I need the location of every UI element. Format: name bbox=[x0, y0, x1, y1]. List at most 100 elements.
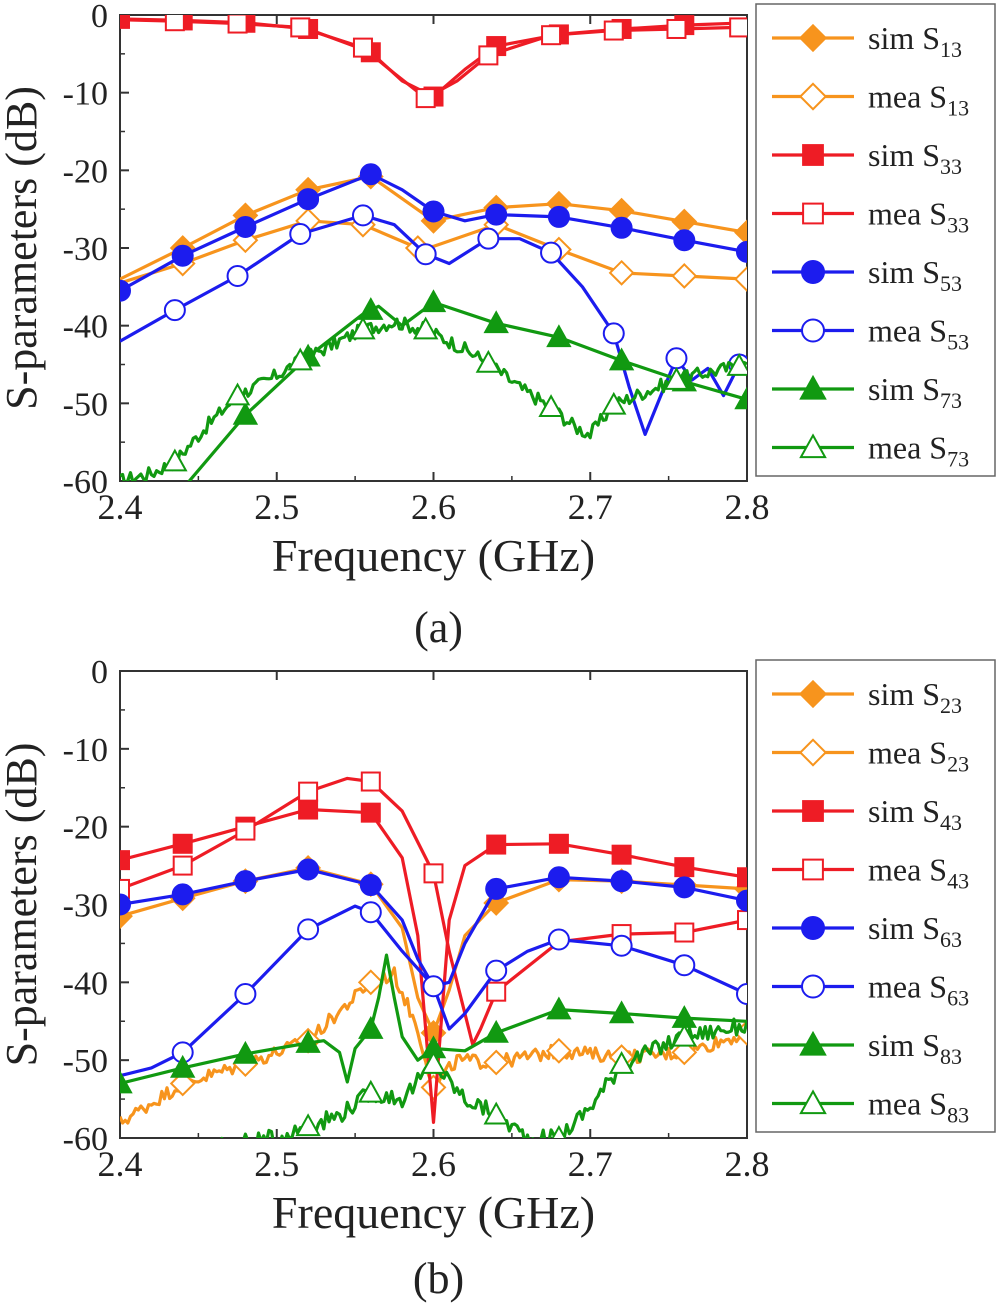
legend-marker bbox=[801, 974, 825, 999]
data-point-marker bbox=[120, 279, 131, 302]
legend-item: sim S43 bbox=[772, 793, 962, 835]
data-point-marker bbox=[486, 981, 507, 1002]
data-point-marker bbox=[483, 310, 509, 334]
data-point-marker bbox=[663, 366, 690, 390]
legend-label: sim S33 bbox=[868, 137, 962, 179]
data-point-marker bbox=[358, 1015, 384, 1039]
data-point-marker bbox=[171, 244, 194, 267]
x-tick-label: 2.6 bbox=[411, 487, 456, 527]
data-point-marker bbox=[169, 1070, 196, 1097]
data-point-marker bbox=[358, 1079, 384, 1103]
chart-panel-a: 2.4 2.5 2.6 2.7 2.8 0 -10 -20 -30 -40 -50 -60 Freque… bbox=[0, 0, 1000, 652]
data-point-marker bbox=[666, 18, 687, 39]
y-tick-label: -20 bbox=[63, 153, 108, 190]
data-point-marker bbox=[359, 874, 382, 897]
data-point-marker bbox=[232, 401, 259, 425]
data-point-marker bbox=[226, 264, 249, 287]
y-tick-label: -40 bbox=[63, 965, 108, 1002]
data-point-marker bbox=[538, 394, 564, 418]
legend-item: sim S63 bbox=[772, 910, 962, 952]
chart-a-svg: 2.4 2.5 2.6 2.7 2.8 0 -10 -20 -30 -40 -50 -60 Freque… bbox=[0, 0, 996, 652]
legend-item: mea S33 bbox=[772, 196, 969, 238]
data-point-marker bbox=[235, 820, 256, 841]
x-tick-label: 2.5 bbox=[254, 1144, 299, 1184]
panel-label: (b) bbox=[413, 1254, 464, 1303]
data-point-marker bbox=[295, 1029, 321, 1053]
series-mea-S-83 bbox=[220, 1017, 747, 1138]
x-tick-label: 2.4 bbox=[98, 487, 143, 527]
data-point-marker bbox=[172, 855, 193, 876]
x-axis-label: Frequency (GHz) bbox=[272, 530, 595, 581]
legend-marker bbox=[802, 858, 824, 881]
legend-item: mea S13 bbox=[772, 79, 969, 121]
data-point-marker bbox=[170, 1054, 196, 1078]
series-mea-S-43 bbox=[120, 771, 747, 1047]
data-point-marker bbox=[734, 219, 747, 246]
y-tick-label: -50 bbox=[63, 1043, 108, 1080]
y-tick-label: -30 bbox=[63, 888, 108, 925]
data-point-marker bbox=[485, 959, 508, 982]
data-point-marker bbox=[608, 259, 635, 286]
data-point-marker bbox=[734, 266, 747, 292]
data-point-marker bbox=[290, 17, 311, 38]
data-point-marker bbox=[673, 954, 696, 977]
data-point-marker bbox=[234, 870, 257, 893]
data-point-marker bbox=[120, 893, 131, 916]
legend-label: mea S63 bbox=[868, 969, 969, 1011]
y-tick-label: -30 bbox=[63, 231, 108, 268]
data-point-marker bbox=[297, 858, 320, 881]
data-point-marker bbox=[601, 391, 627, 415]
legend-label: sim S63 bbox=[868, 910, 962, 952]
x-tick-label: 2.7 bbox=[568, 1144, 613, 1184]
data-point-marker bbox=[360, 802, 381, 823]
data-point-marker bbox=[289, 223, 312, 246]
data-point-marker bbox=[297, 188, 320, 211]
data-point-marker bbox=[350, 316, 376, 340]
data-point-marker bbox=[486, 834, 507, 855]
legend-item: mea S73 bbox=[772, 430, 969, 472]
data-point-marker bbox=[358, 297, 384, 320]
data-point-marker bbox=[541, 25, 562, 46]
legend-item: sim S33 bbox=[772, 137, 962, 179]
data-point-marker bbox=[608, 347, 635, 371]
data-point-marker bbox=[729, 17, 747, 38]
data-point-marker bbox=[298, 781, 319, 802]
data-point-marker bbox=[297, 918, 320, 941]
legend-marker bbox=[802, 144, 824, 166]
series-mea-S-33 bbox=[120, 15, 747, 109]
data-point-marker bbox=[287, 347, 313, 371]
data-point-marker bbox=[359, 163, 382, 186]
data-point-marker bbox=[737, 910, 747, 931]
legend: sim S13 mea S13 sim S33 mea S33 sim S53 mea S… bbox=[755, 3, 996, 477]
x-tick-label: 2.7 bbox=[568, 487, 613, 527]
legend-marker bbox=[799, 374, 827, 400]
legend-label: mea S23 bbox=[868, 735, 969, 777]
data-point-marker bbox=[547, 866, 570, 889]
data-point-marker bbox=[736, 889, 747, 912]
legend-label: mea S13 bbox=[868, 79, 969, 121]
legend-marker bbox=[798, 679, 828, 709]
legend-label: sim S53 bbox=[868, 254, 962, 296]
y-tick-label: -40 bbox=[63, 309, 108, 346]
data-point-marker bbox=[420, 1074, 447, 1101]
data-point-marker bbox=[545, 1037, 572, 1064]
data-point-marker bbox=[602, 322, 625, 345]
data-point-marker bbox=[414, 243, 437, 266]
legend-item: mea S63 bbox=[772, 969, 969, 1011]
legend-label: mea S73 bbox=[868, 430, 969, 472]
legend-marker bbox=[801, 318, 825, 343]
x-axis-label: Frequency (GHz) bbox=[272, 1187, 595, 1238]
data-point-marker bbox=[485, 203, 508, 226]
data-point-marker bbox=[171, 883, 194, 906]
legend-item: sim S83 bbox=[772, 1027, 962, 1069]
legend-box bbox=[755, 659, 996, 1133]
data-point-marker bbox=[734, 386, 747, 410]
y-tick-label: -60 bbox=[63, 1121, 108, 1158]
data-point-marker bbox=[610, 870, 633, 893]
chart-b-svg: 2.4 2.5 2.6 2.7 2.8 0 -10 -20 -30 -40 -50 -60 Freque… bbox=[0, 654, 996, 1303]
legend-item: mea S43 bbox=[772, 852, 969, 894]
data-point-marker bbox=[546, 996, 572, 1020]
data-point-marker bbox=[610, 216, 633, 239]
data-point-marker bbox=[478, 45, 499, 66]
data-point-marker bbox=[671, 263, 698, 289]
